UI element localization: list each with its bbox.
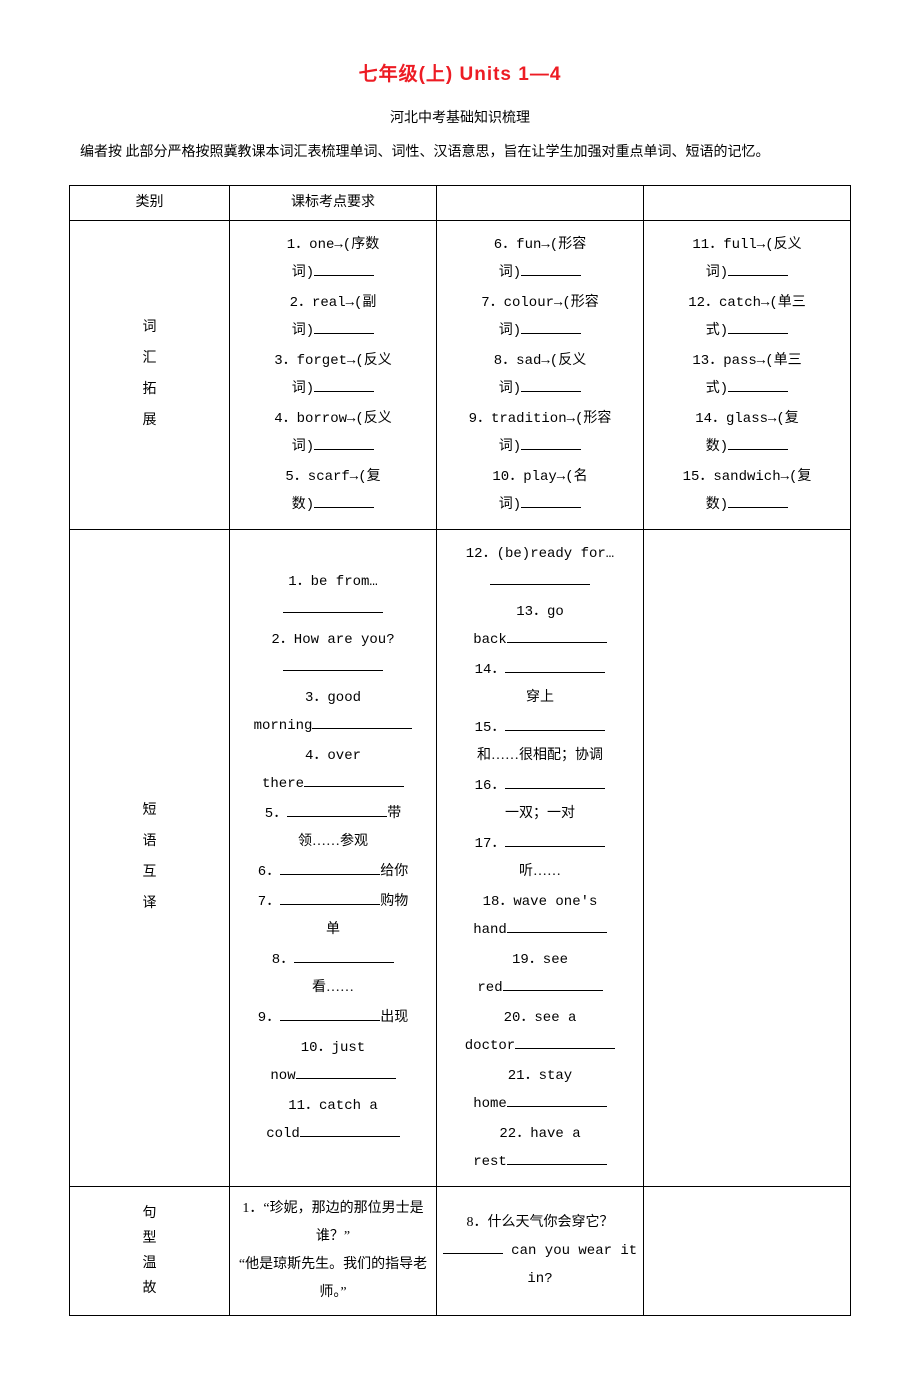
cat-char: 句 [143, 1206, 157, 1221]
sentence-line: can you wear it in? [443, 1243, 637, 1286]
vocab-col1: 1．one→(序数词)2．real→(副词)3．forget→(反义词)4．bo… [230, 220, 437, 529]
phrase-item: 4．overthere [234, 742, 432, 798]
vocab-item: 15．sandwich→(复数) [648, 463, 846, 519]
sentence-line: 8．什么天气你会穿它？ [467, 1215, 614, 1230]
phrase-item: 7．购物单 [234, 888, 432, 944]
phrase-item: 9．出现 [234, 1004, 432, 1032]
phrase-item: 19．seered [441, 946, 639, 1002]
phrase-item: 14．穿上 [441, 656, 639, 712]
vocab-item: 7．colour→(形容词) [441, 289, 639, 345]
category-sentence: 句 型 温 故 [70, 1186, 230, 1315]
vocab-col3: 11．full→(反义词)12．catch→(单三式)13．pass→(单三式)… [644, 220, 851, 529]
phrase-item: 21．stayhome [441, 1062, 639, 1118]
vocab-item: 10．play→(名词) [441, 463, 639, 519]
phrase-col1: 1．be from…2．How are you?3．goodmorning4．o… [230, 529, 437, 1186]
header-category: 类别 [70, 185, 230, 220]
phrase-item: 15．和……很相配；协调 [441, 714, 639, 770]
cat-char: 短 [143, 803, 157, 818]
page-subtitle: 河北中考基础知识梳理 [50, 108, 870, 130]
vocab-item: 6．fun→(形容词) [441, 231, 639, 287]
intro-text: 编者按 此部分严格按照冀教课本词汇表梳理单词、词性、汉语意思，旨在让学生加强对重… [50, 141, 870, 175]
vocab-col2: 6．fun→(形容词)7．colour→(形容词)8．sad→(反义词)9．tr… [437, 220, 644, 529]
header-c4 [644, 185, 851, 220]
phrase-item: 8．看…… [234, 946, 432, 1002]
vocab-item: 1．one→(序数词) [234, 231, 432, 287]
phrase-item: 22．have arest [441, 1120, 639, 1176]
vocab-item: 2．real→(副词) [234, 289, 432, 345]
vocab-item: 8．sad→(反义词) [441, 347, 639, 403]
vocab-item: 5．scarf→(复数) [234, 463, 432, 519]
header-c3 [437, 185, 644, 220]
phrase-col2: 12．(be)ready for…13．goback14．穿上15．和……很相配… [437, 529, 644, 1186]
main-table: 类别 课标考点要求 词 汇 拓 展 1．one→(序数词)2．real→(副词)… [69, 185, 851, 1316]
phrase-item: 17．听…… [441, 830, 639, 886]
phrase-item: 16．一双；一对 [441, 772, 639, 828]
cat-char: 拓 [143, 382, 157, 397]
table-row: 句 型 温 故 1．“珍妮，那边的那位男士是谁？” “他是琼斯先生。我们的指导老师… [70, 1186, 851, 1315]
sentence-line: “他是琼斯先生。我们的指导老师。” [239, 1257, 427, 1300]
phrase-item: 12．(be)ready for… [441, 540, 639, 596]
phrase-item: 2．How are you? [234, 626, 432, 682]
header-requirement: 课标考点要求 [230, 185, 437, 220]
table-row: 词 汇 拓 展 1．one→(序数词)2．real→(副词)3．forget→(… [70, 220, 851, 529]
phrase-item: 20．see adoctor [441, 1004, 639, 1060]
page-title: 七年级(上) Units 1—4 [50, 60, 870, 90]
table-row: 短 语 互 译 1．be from…2．How are you?3．goodmo… [70, 529, 851, 1186]
phrase-col3 [644, 529, 851, 1186]
sentence-col3 [644, 1186, 851, 1315]
vocab-item: 3．forget→(反义词) [234, 347, 432, 403]
sentence-col2: 8．什么天气你会穿它？ can you wear it in? [437, 1186, 644, 1315]
sentence-line: 1．“珍妮，那边的那位男士是谁？” [242, 1201, 423, 1244]
cat-char: 温 [143, 1256, 157, 1271]
vocab-item: 14．glass→(复数) [648, 405, 846, 461]
phrase-item: 5．带领……参观 [234, 800, 432, 856]
cat-char: 互 [143, 865, 157, 880]
phrase-item: 11．catch acold [234, 1092, 432, 1148]
category-phrase: 短 语 互 译 [70, 529, 230, 1186]
vocab-item: 11．full→(反义词) [648, 231, 846, 287]
category-vocab: 词 汇 拓 展 [70, 220, 230, 529]
vocab-item: 12．catch→(单三式) [648, 289, 846, 345]
sentence-col1: 1．“珍妮，那边的那位男士是谁？” “他是琼斯先生。我们的指导老师。” [230, 1186, 437, 1315]
phrase-item: 18．wave one'shand [441, 888, 639, 944]
cat-char: 故 [143, 1281, 157, 1296]
cat-char: 词 [143, 320, 157, 335]
cat-char: 语 [143, 834, 157, 849]
cat-char: 汇 [143, 351, 157, 366]
phrase-item: 6．给你 [234, 858, 432, 886]
vocab-item: 13．pass→(单三式) [648, 347, 846, 403]
cat-char: 展 [143, 413, 157, 428]
phrase-item: 3．goodmorning [234, 684, 432, 740]
phrase-item: 1．be from… [234, 568, 432, 624]
phrase-item: 10．justnow [234, 1034, 432, 1090]
cat-char: 型 [143, 1231, 157, 1246]
cat-char: 译 [143, 896, 157, 911]
vocab-item: 4．borrow→(反义词) [234, 405, 432, 461]
vocab-item: 9．tradition→(形容词) [441, 405, 639, 461]
phrase-item: 13．goback [441, 598, 639, 654]
table-header-row: 类别 课标考点要求 [70, 185, 851, 220]
